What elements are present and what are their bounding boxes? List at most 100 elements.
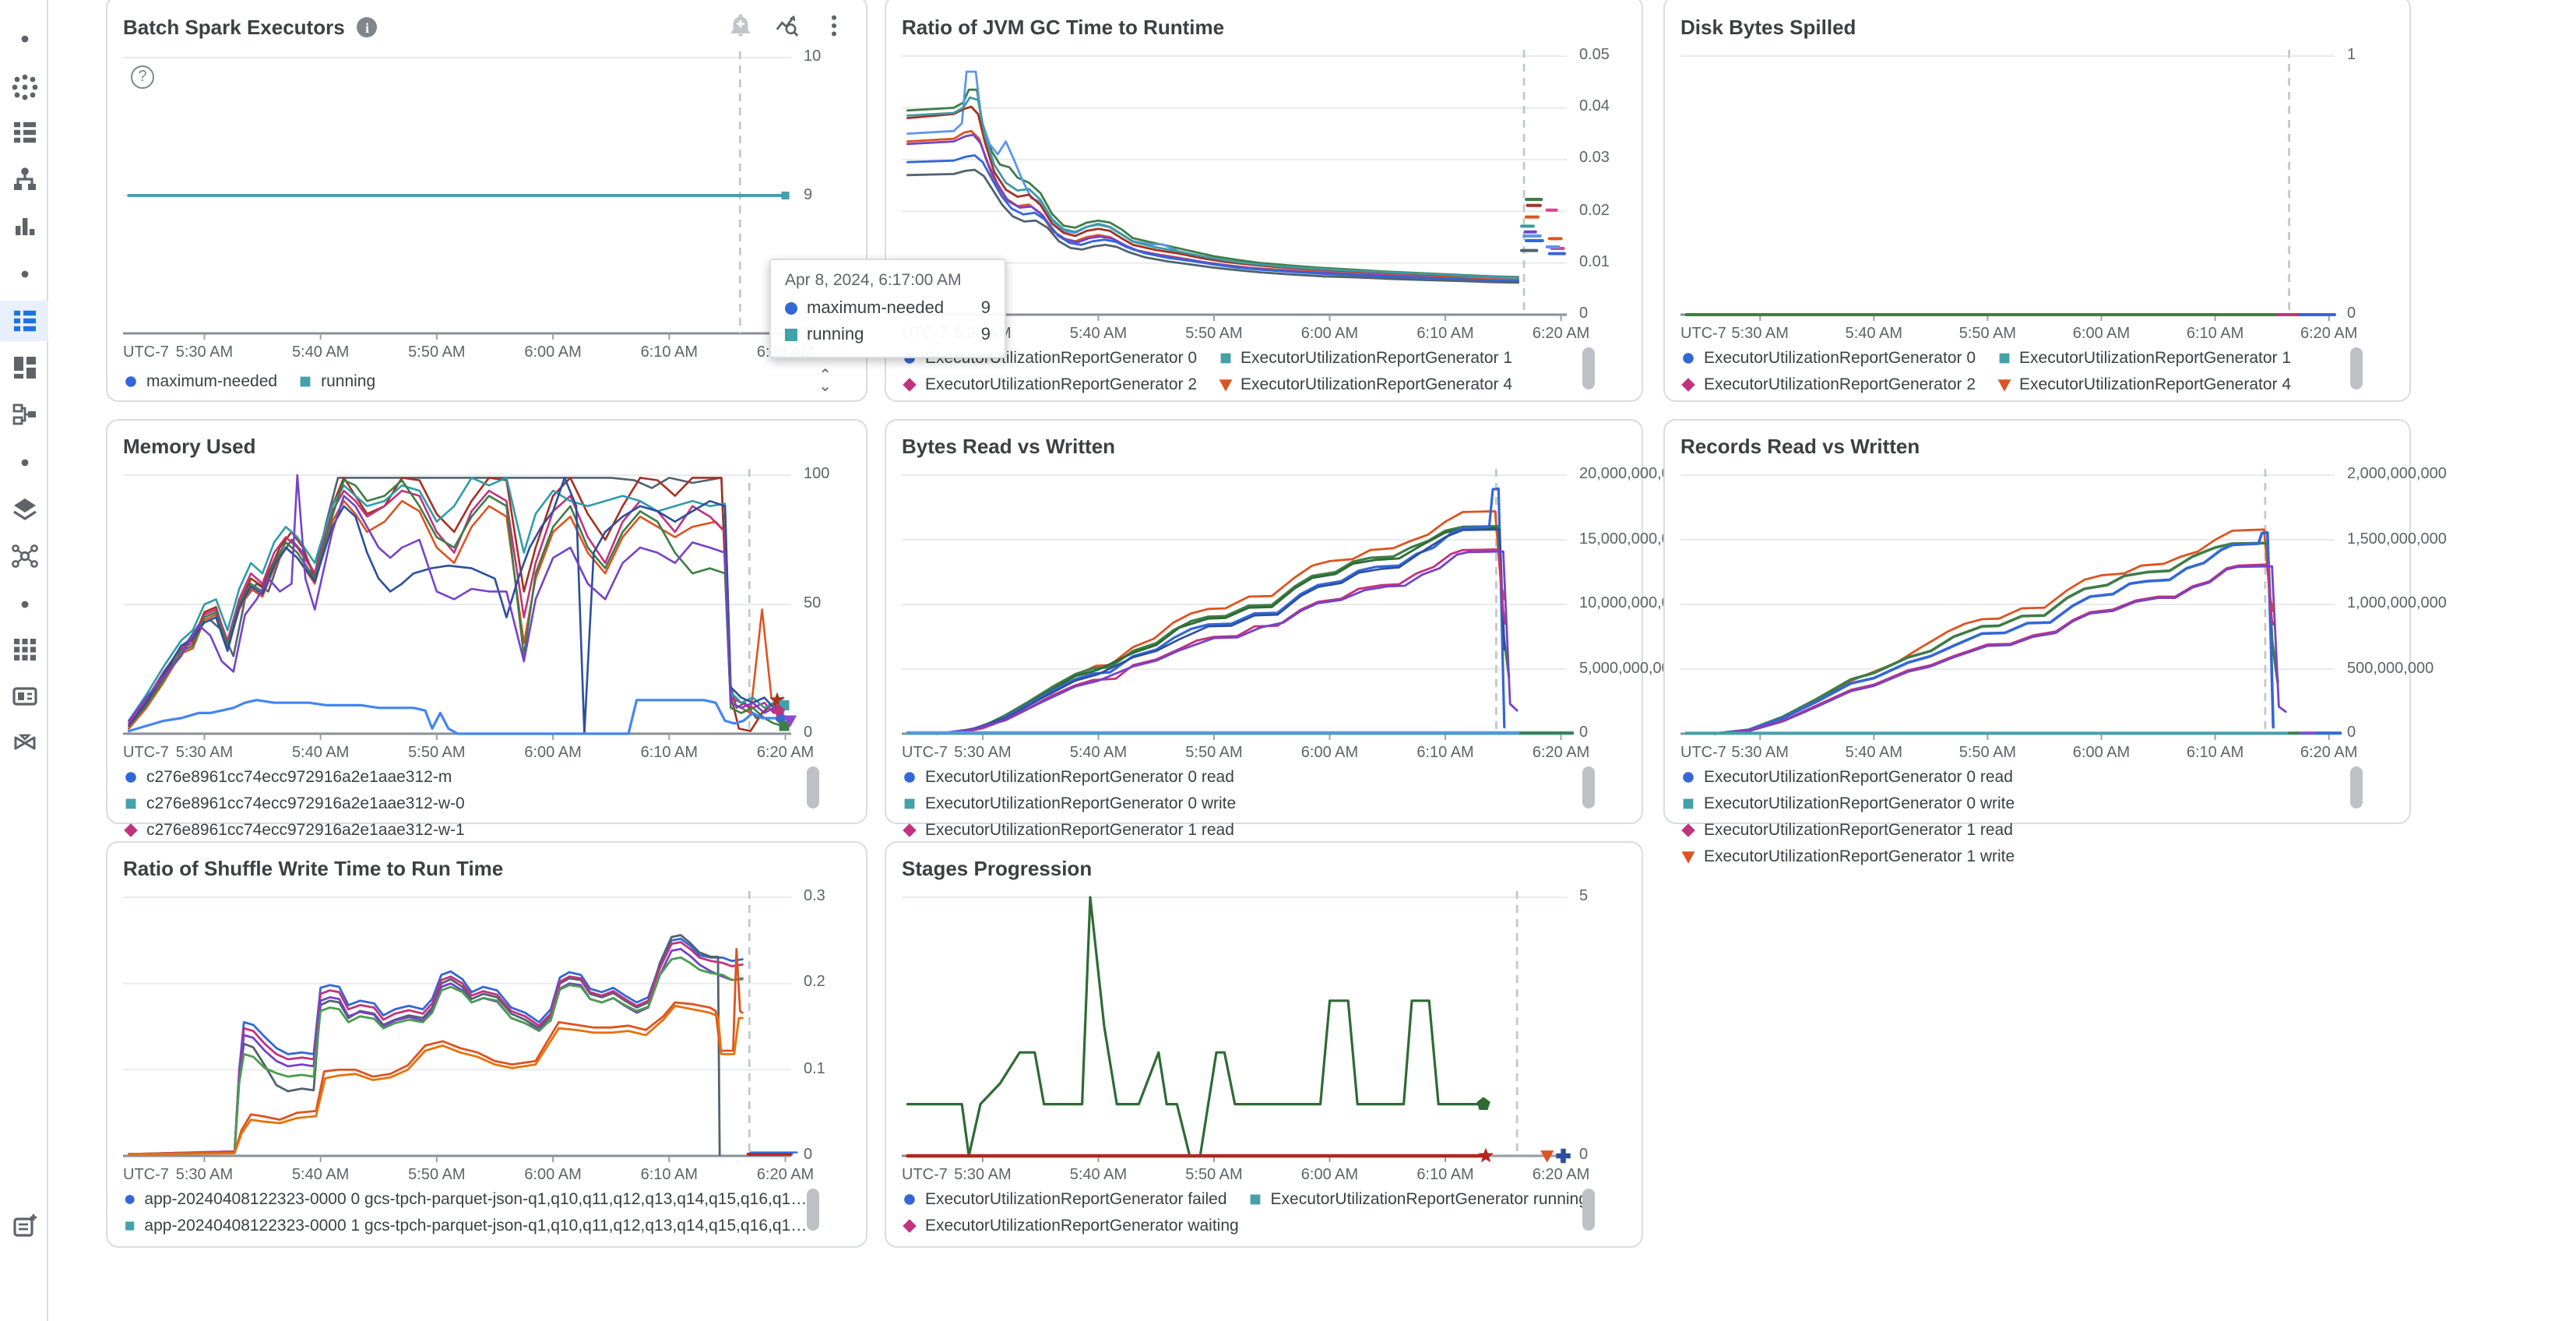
chart-card: Disk Bytes Spilled 1 0 5:30 AM 5:40 AM 5:50 A… (1663, 0, 2411, 402)
legend-item[interactable]: app-20240408122323-0000 1 gcs-tpch-parqu… (123, 1217, 813, 1235)
legend-item[interactable]: running (297, 372, 375, 391)
y-axis-tick-label: 0.01 (1579, 253, 1610, 271)
x-axis-tick-label: 6:00 AM (524, 745, 582, 762)
chart-plot-area[interactable] (886, 843, 1645, 1249)
legend-diamond-icon (903, 823, 917, 837)
legend-item[interactable]: ExecutorUtilizationReportGenerator 1 wri… (1680, 847, 2015, 866)
legend-item[interactable]: c276e8961cc74ecc972916a2e1aae312-w-0 (123, 794, 465, 813)
legend-pager-chevrons[interactable]: ⌃ ⌄ (818, 368, 832, 396)
x-axis-tick-label: 6:00 AM (2072, 326, 2131, 343)
sidebar-item-dot[interactable] (0, 442, 48, 483)
legend-triangle-down-icon (1218, 379, 1232, 392)
x-axis-tick-label: 5:50 AM (1185, 1167, 1243, 1184)
y-axis-tick-label: 2,000,000,000 (2347, 466, 2447, 483)
chart-plot-area[interactable] (886, 0, 1645, 403)
legend-label: app-20240408122323-0000 1 gcs-tpch-parqu… (144, 1217, 813, 1235)
legend-item[interactable]: ExecutorUtilizationReportGenerator 1 (1217, 349, 1512, 368)
legend-item[interactable]: ExecutorUtilizationReportGenerator faile… (902, 1190, 1227, 1209)
legend-label: ExecutorUtilizationReportGenerator 1 rea… (1704, 821, 2013, 840)
sidebar-item-dot[interactable] (0, 19, 48, 59)
legend-scrollbar-thumb[interactable] (1582, 1189, 1595, 1231)
legend-item[interactable]: ExecutorUtilizationReportGenerator 2 (902, 375, 1197, 394)
legend-item[interactable]: maximum-needed (123, 372, 277, 391)
sidebar-item-list[interactable] (0, 112, 48, 153)
legend-scrollbar-thumb[interactable] (1582, 766, 1595, 808)
legend-label: ExecutorUtilizationReportGenerator 4 (1240, 375, 1513, 394)
x-axis-tick-label: 6:00 AM (524, 1167, 582, 1184)
sidebar-item-dot[interactable] (0, 584, 48, 625)
legend-item[interactable]: c276e8961cc74ecc972916a2e1aae312-m (123, 768, 452, 787)
sidebar-item-list[interactable] (0, 301, 48, 341)
legend-item[interactable]: ExecutorUtilizationReportGenerator 1 (1996, 349, 2291, 368)
legend-item[interactable]: app-20240408122323-0000 0 gcs-tpch-parqu… (123, 1190, 813, 1209)
chart-plot-area[interactable] (107, 0, 869, 403)
create-alert-bell-icon[interactable] (726, 11, 754, 39)
chart-card: Memory Used 100 50 0 5:30 AM 5:40 AM 5:50 AM 6:… (106, 419, 869, 866)
legend-item[interactable]: ExecutorUtilizationReportGenerator 0 wri… (1680, 794, 2015, 813)
x-axis-tick-label: 5:40 AM (1845, 326, 1903, 343)
tooltip-series-label: running (807, 326, 864, 344)
metrics-explorer-icon[interactable] (772, 11, 801, 39)
legend-item[interactable]: ExecutorUtilizationReportGenerator 1 rea… (1680, 821, 2013, 840)
legend-item[interactable]: ExecutorUtilizationReportGenerator 1 rea… (902, 821, 1234, 840)
tooltip-series-value: 9 (980, 326, 991, 344)
y-axis-tick-label: 100 (804, 466, 830, 483)
sidebar-item-layers[interactable] (0, 489, 48, 530)
sidebar-item-tree[interactable] (0, 159, 48, 199)
sidebar-item-blocks[interactable] (0, 347, 48, 388)
legend-label: ExecutorUtilizationReportGenerator 2 (925, 375, 1198, 394)
legend-item[interactable]: c276e8961cc74ecc972916a2e1aae312-w-1 (123, 821, 465, 840)
chevron-down-icon[interactable]: ⌄ (818, 379, 832, 396)
sidebar-item-cluster[interactable] (0, 67, 48, 107)
legend-item[interactable]: ExecutorUtilizationReportGenerator runni… (1248, 1190, 1588, 1209)
timezone-label: UTC-7 (902, 1167, 948, 1184)
sidebar-item-doc-sparkle[interactable] (0, 1206, 48, 1246)
sidebar-item-bowtie[interactable] (0, 723, 48, 763)
legend-scrollbar-thumb[interactable] (2350, 766, 2363, 808)
x-axis-tick-label: 6:10 AM (640, 344, 698, 361)
legend-circle-icon (1683, 353, 1694, 364)
legend-item[interactable]: ExecutorUtilizationReportGenerator 0 rea… (1680, 768, 2013, 787)
y-axis-tick-label: 15,000,000,000 (1579, 530, 1688, 548)
legend-circle-icon (1683, 772, 1694, 783)
chart-title: Disk Bytes Spilled (1680, 16, 1856, 39)
legend-scrollbar-thumb[interactable] (2350, 347, 2363, 389)
legend-scrollbar-thumb[interactable] (807, 1189, 819, 1231)
x-axis-tick-label: 6:20 AM (1532, 326, 1590, 343)
legend-item[interactable]: ExecutorUtilizationReportGenerator 0 (1680, 349, 1976, 368)
sidebar-item-network[interactable] (0, 536, 48, 576)
chevron-up-icon[interactable]: ⌃ (818, 368, 832, 385)
chart-title-text: Ratio of Shuffle Write Time to Run Time (123, 857, 504, 880)
x-axis-tick-label: 6:10 AM (1416, 326, 1474, 343)
legend-scrollbar-thumb[interactable] (1582, 347, 1595, 389)
chart-plot-area[interactable] (886, 421, 1645, 826)
legend-item[interactable]: ExecutorUtilizationReportGenerator waiti… (902, 1217, 1239, 1235)
chart-legend: maximum-needed running (123, 372, 813, 391)
tooltip-row: running 9 (785, 326, 991, 344)
chart-plot-area[interactable] (107, 843, 869, 1249)
sidebar-item-card[interactable] (0, 676, 48, 717)
dot-icon (20, 270, 28, 278)
sidebar-item-grid[interactable] (0, 629, 48, 670)
x-axis-tick-label: 5:30 AM (1731, 745, 1789, 762)
legend-item[interactable]: ExecutorUtilizationReportGenerator 2 (1680, 375, 1976, 394)
chart-plot-area[interactable] (1665, 0, 2412, 403)
legend-item[interactable]: ExecutorUtilizationReportGenerator 4 (1996, 375, 2291, 394)
tooltip-series-value: 9 (980, 299, 991, 318)
dot-icon (20, 35, 28, 43)
help-icon[interactable]: ? (131, 65, 154, 89)
legend-triangle-down-icon (1681, 851, 1695, 864)
legend-scrollbar-thumb[interactable] (807, 766, 819, 808)
legend-item[interactable]: ExecutorUtilizationReportGenerator 0 wri… (902, 794, 1236, 813)
legend-circle-icon (904, 772, 915, 783)
sidebar-item-flow[interactable] (0, 394, 48, 435)
y-axis-tick-label: 0.05 (1579, 47, 1610, 64)
legend-item[interactable]: ExecutorUtilizationReportGenerator 0 rea… (902, 768, 1234, 787)
sidebar-item-dot[interactable] (0, 254, 48, 294)
chart-plot-area[interactable] (107, 421, 869, 826)
info-icon[interactable]: i (357, 17, 378, 37)
more-options-kebab-icon[interactable] (819, 11, 847, 39)
sidebar-item-bar-chart[interactable] (0, 206, 48, 246)
legend-item[interactable]: ExecutorUtilizationReportGenerator 4 (1217, 375, 1512, 394)
chart-plot-area[interactable] (1665, 421, 2412, 826)
